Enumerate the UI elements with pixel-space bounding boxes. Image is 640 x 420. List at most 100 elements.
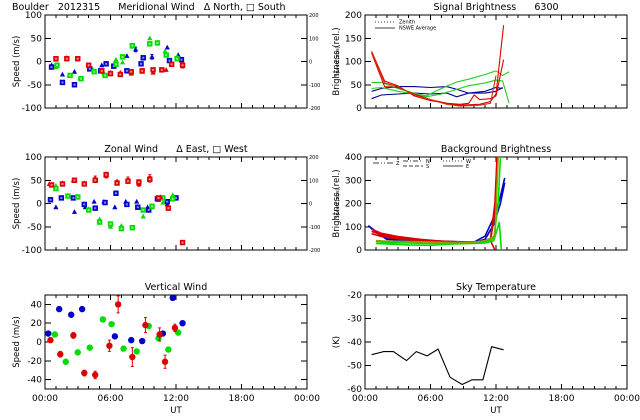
data-point-hole <box>130 70 133 73</box>
data-point-hole <box>80 77 83 80</box>
panel-sky_temperature: Sky Temperature -60 -50 -40 -30 -20 (K) 00:00 06… <box>332 282 640 416</box>
data-point-hole <box>140 62 143 65</box>
data-point-hole <box>167 207 170 210</box>
data-point-red <box>156 331 163 338</box>
series-line-olive-a <box>375 157 499 244</box>
data-point-blue <box>68 311 75 318</box>
data-point-hole <box>147 209 150 212</box>
data-point-hole <box>61 81 64 84</box>
series-line-red-b <box>371 157 498 244</box>
y-tick-label: 0 <box>356 246 362 256</box>
series-line-sky-temp <box>371 346 504 386</box>
data-point-blue-east <box>112 204 118 210</box>
data-point-hole <box>88 67 91 70</box>
y-tick-label: 50 <box>351 81 363 91</box>
data-point-hole <box>181 64 184 67</box>
data-point-hole <box>72 196 75 199</box>
data-point-blue-east <box>71 209 78 214</box>
data-point-hole <box>166 200 169 203</box>
data-point-hole <box>119 73 122 76</box>
data-layer <box>371 25 510 107</box>
data-layer <box>48 35 186 88</box>
y-axis-label: Speed (m/s) <box>12 178 22 230</box>
data-point-hole <box>83 203 86 206</box>
data-point-red <box>129 353 136 361</box>
y-tick-label: 100 <box>25 153 42 163</box>
data-point-red <box>57 351 64 358</box>
data-point-green <box>120 345 127 352</box>
y-tick-label: -100 <box>22 246 43 256</box>
data-point-green <box>51 331 59 338</box>
data-point-hole <box>50 66 53 69</box>
y-tick-label: 100 <box>345 223 362 233</box>
data-point-hole <box>116 182 119 185</box>
series-line-red-a <box>371 157 498 243</box>
data-point-hole <box>168 59 171 62</box>
data-point-green <box>74 349 81 356</box>
data-layer <box>45 295 186 380</box>
x-tick-label: 00:00 <box>32 394 58 404</box>
y-tick-label: 50 <box>31 34 43 44</box>
data-point-hole <box>180 58 183 61</box>
series-line-blue-a <box>367 177 506 243</box>
data-point-red <box>171 324 179 332</box>
data-point-hole <box>104 201 107 204</box>
series-line-red-3 <box>371 51 497 107</box>
y-tick-label: -50 <box>27 223 42 233</box>
data-point-hole <box>156 41 159 44</box>
data-point-hole <box>65 57 68 60</box>
data-point-hole <box>98 221 101 224</box>
data-point-hole <box>94 179 97 182</box>
data-point-hole <box>165 53 168 56</box>
y-axis-label: Speed (m/s) <box>12 316 22 368</box>
y-tick-label: 0 <box>356 104 362 114</box>
data-point-blue <box>179 320 186 327</box>
data-layer <box>371 346 504 386</box>
data-point-blue-north <box>124 53 130 58</box>
data-point-blue <box>55 305 63 313</box>
data-point-hole <box>105 173 108 176</box>
data-point-green-east <box>140 213 146 219</box>
y-axis-label: (K) <box>332 336 342 348</box>
y-tick-label: 300 <box>345 176 362 186</box>
y-tick-label: -100 <box>22 104 43 114</box>
data-point-blue-north <box>59 71 66 77</box>
y-tick-label: -30 <box>347 315 362 325</box>
data-point-green-north <box>147 35 153 41</box>
data-point-red <box>70 332 77 339</box>
data-point-hole <box>56 64 59 67</box>
x-axis-label: UT <box>490 406 502 416</box>
legend-label: Z <box>396 161 400 167</box>
y2-tick-label: -200 <box>309 106 320 112</box>
data-point-hole <box>76 195 79 198</box>
data-point-hole <box>76 57 79 60</box>
x-tick-label: 18:00 <box>549 394 575 404</box>
data-point-red <box>106 342 113 349</box>
series-line-blue-b <box>370 182 506 244</box>
data-point-blue-north <box>99 62 105 68</box>
data-point-red <box>47 336 54 344</box>
data-point-hole <box>125 203 128 206</box>
data-point-hole <box>49 198 52 201</box>
data-point-hole <box>54 187 57 190</box>
data-point-red-north <box>163 67 169 72</box>
y2-tick-label: -200 <box>309 248 320 254</box>
data-point-hole <box>131 226 134 229</box>
panel-vertical: Vertical Wind -40 -20 0 20 40 Speed (m/s) 00:00… <box>12 282 320 416</box>
panel-background: Background Brightness 0 100 200 300 400Bright… <box>332 144 628 256</box>
y-tick-label: 40 <box>31 300 43 310</box>
y2-axis-label: Speed (m/s) <box>335 46 341 76</box>
data-point-hole <box>105 62 108 65</box>
data-point-hole <box>69 74 72 77</box>
data-point-blue-east <box>53 204 59 210</box>
series-line-red-2 <box>371 52 505 105</box>
data-point-blue <box>169 295 176 302</box>
y-tick-label: -20 <box>27 357 42 367</box>
series-line-green-b <box>375 221 503 250</box>
data-point-hole <box>121 55 124 58</box>
data-point-hole <box>175 196 177 199</box>
data-point-red <box>81 369 88 377</box>
y-tick-label: -20 <box>347 291 362 301</box>
panel-meridional: Boulder 2012315 Meridional Wind Δ North,… <box>12 2 341 114</box>
